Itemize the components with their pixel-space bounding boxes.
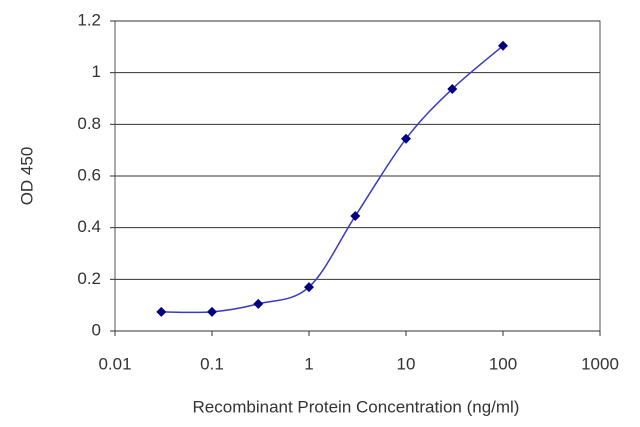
data-point [447, 83, 458, 94]
y-tick-label: 1 [92, 62, 101, 81]
y-axis-label: OD 450 [17, 147, 36, 206]
x-tick-label: 10 [397, 354, 416, 373]
y-tick-label: 0 [92, 320, 101, 339]
y-tick-label: 0.8 [77, 114, 101, 133]
x-tick-label: 0.01 [98, 354, 131, 373]
x-tick-label: 0.1 [200, 354, 224, 373]
y-tick-label: 1.2 [77, 10, 101, 29]
data-point [350, 211, 361, 222]
data-point [253, 298, 264, 309]
data-point [401, 133, 411, 144]
line-series [161, 45, 504, 314]
x-tick-label: 1000 [581, 354, 619, 373]
data-point [498, 40, 508, 51]
data-point [207, 306, 217, 317]
data-point [304, 282, 314, 293]
y-tick-label: 0.6 [77, 165, 101, 184]
data-point [156, 306, 167, 317]
y-tick-label: 0.4 [77, 217, 101, 236]
x-tick-label: 100 [489, 354, 517, 373]
x-tick-label: 1 [304, 354, 313, 373]
x-axis-label: Recombinant Protein Concentration (ng/ml… [193, 397, 520, 416]
y-tick-label: 0.2 [77, 269, 101, 288]
